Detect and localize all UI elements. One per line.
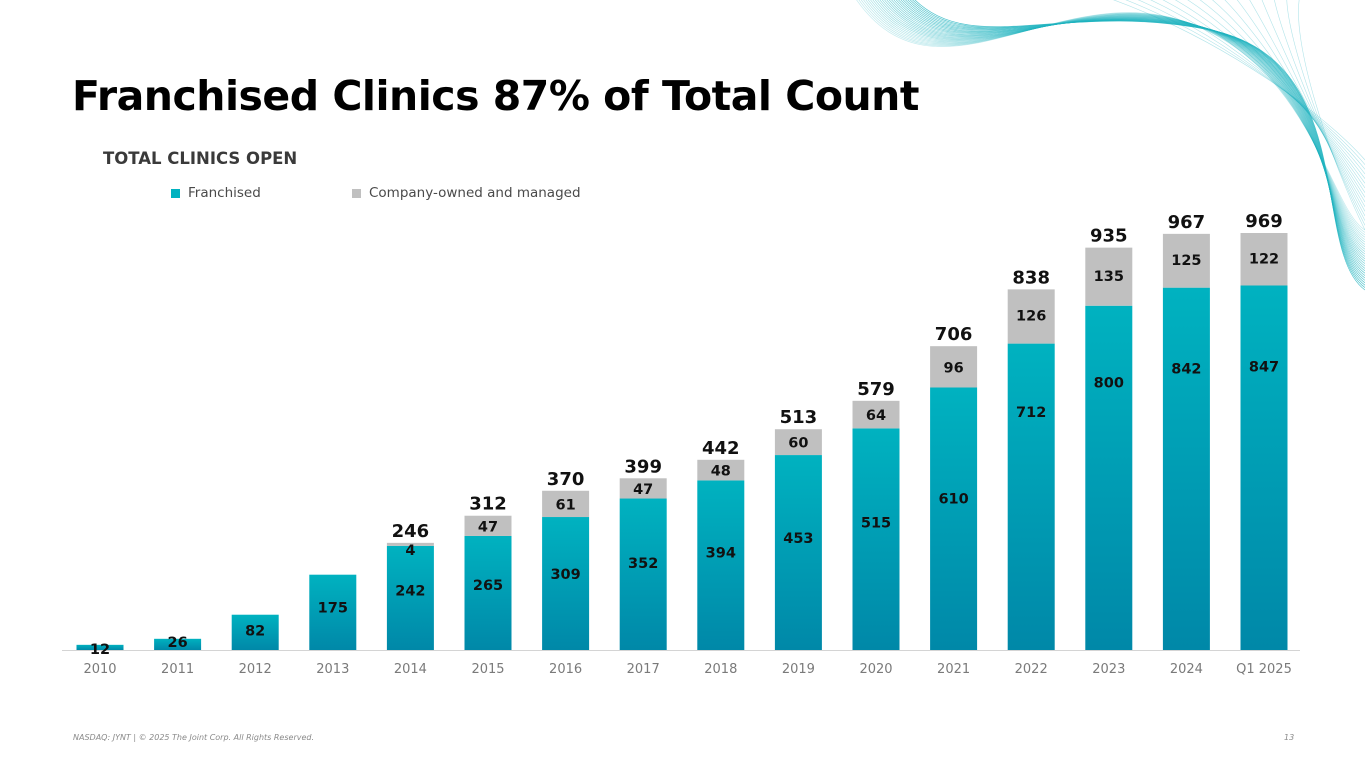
data-label-franchised: 394 [706, 546, 736, 562]
bar-company-owned-2016 [542, 490, 590, 518]
bar-franchised-2018 [697, 480, 745, 650]
legend-label-company-owned: Company-owned and managed [369, 185, 581, 201]
bar-company-owned-2018 [697, 459, 745, 481]
data-label-total: 513 [780, 407, 818, 428]
data-label-company-owned: 4 [405, 543, 415, 559]
data-label-company-owned: 135 [1094, 269, 1124, 285]
x-tick-label: 2021 [937, 662, 970, 677]
chart-title: TOTAL CLINICS OPEN [103, 149, 298, 168]
data-label-total: 442 [702, 438, 740, 459]
bar-franchised-2020 [852, 428, 900, 650]
data-label-total: 312 [469, 494, 507, 515]
data-label-franchised: 82 [245, 624, 265, 640]
x-tick-label: 2023 [1092, 662, 1125, 677]
bar-franchised-q1-2025 [1240, 285, 1288, 650]
data-label-franchised: 842 [1171, 361, 1201, 377]
bar-company-owned-2022 [1007, 289, 1055, 344]
bar-franchised-2012 [231, 614, 279, 650]
data-label-franchised: 610 [938, 492, 968, 508]
bar-franchised-2010 [76, 644, 124, 650]
data-label-franchised: 352 [628, 556, 658, 572]
data-label-franchised: 712 [1016, 405, 1046, 421]
data-label-company-owned: 64 [866, 408, 886, 424]
bar-company-owned-2020 [852, 400, 900, 429]
legend-swatch-franchised [171, 188, 180, 198]
bar-franchised-2016 [542, 517, 590, 650]
bar-franchised-2015 [464, 535, 512, 650]
data-label-franchised: 265 [473, 578, 503, 594]
x-tick-label: 2017 [627, 662, 660, 677]
x-tick-label: 2012 [239, 662, 272, 677]
data-label-total: 935 [1090, 226, 1128, 247]
bar-company-owned-2017 [619, 478, 667, 499]
legend-item-franchised: Franchised [171, 185, 261, 201]
x-tick-label: 2018 [704, 662, 737, 677]
bar-franchised-2021 [930, 387, 978, 650]
x-tick-label: 2011 [161, 662, 194, 677]
x-tick-label: 2020 [859, 662, 892, 677]
bar-company-owned-2019 [774, 429, 822, 456]
data-label-company-owned: 122 [1249, 251, 1279, 267]
data-label-company-owned: 126 [1016, 309, 1046, 325]
x-tick-label: 2024 [1170, 662, 1203, 677]
data-label-total: 706 [935, 324, 973, 345]
data-label-franchised: 175 [318, 600, 348, 616]
data-label-company-owned: 96 [944, 360, 964, 376]
data-label-total: 838 [1012, 267, 1050, 288]
data-label-total: 370 [547, 469, 585, 490]
x-tick-label: 2010 [83, 662, 116, 677]
data-label-total: 399 [624, 456, 662, 477]
data-label-total: 969 [1245, 211, 1283, 232]
bar-franchised-2011 [154, 638, 202, 650]
bar-company-owned-q1-2025 [1240, 233, 1288, 286]
data-label-franchised: 242 [395, 584, 425, 600]
x-tick-label: 2014 [394, 662, 427, 677]
x-tick-label: 2015 [471, 662, 504, 677]
slide-title: Franchised Clinics 87% of Total Count [72, 72, 919, 120]
bar-franchised-2023 [1085, 305, 1133, 650]
bar-franchised-2022 [1007, 343, 1055, 650]
bar-franchised-2019 [774, 455, 822, 650]
data-label-company-owned: 48 [711, 464, 731, 480]
x-tick-label: 2022 [1015, 662, 1048, 677]
x-tick-label: 2016 [549, 662, 582, 677]
bar-franchised-2017 [619, 498, 667, 650]
page-number: 13 [1284, 733, 1295, 742]
data-label-franchised: 515 [861, 515, 891, 531]
footer-copyright: NASDAQ: JYNT | © 2025 The Joint Corp. Al… [73, 733, 315, 742]
chart-legend: Franchised Company-owned and managed [0, 185, 1365, 205]
bar-franchised-2014 [386, 545, 434, 650]
data-label-franchised: 453 [783, 531, 813, 547]
data-label-company-owned: 61 [556, 497, 576, 513]
data-label-franchised: 800 [1094, 375, 1124, 391]
legend-label-franchised: Franchised [188, 185, 261, 201]
data-label-company-owned: 125 [1171, 253, 1201, 269]
data-label-franchised: 12 [90, 642, 110, 658]
x-tick-label: 2019 [782, 662, 815, 677]
data-label-franchised: 26 [168, 635, 188, 651]
bar-franchised-2013 [309, 574, 357, 650]
legend-item-company-owned: Company-owned and managed [352, 185, 581, 201]
data-label-franchised: 847 [1249, 360, 1279, 376]
x-tick-label: Q1 2025 [1236, 662, 1292, 677]
data-label-company-owned: 60 [788, 436, 808, 452]
bar-franchised-2024 [1162, 287, 1210, 650]
data-label-total: 246 [392, 521, 430, 542]
data-label-franchised: 309 [550, 567, 580, 583]
bar-company-owned-2021 [930, 346, 978, 388]
data-label-company-owned: 47 [478, 519, 498, 535]
bar-company-owned-2024 [1162, 233, 1210, 288]
legend-swatch-company-owned [352, 188, 361, 198]
bar-company-owned-2014 [386, 542, 434, 546]
bar-company-owned-2023 [1085, 247, 1133, 306]
data-label-total: 579 [857, 379, 895, 400]
data-label-total: 967 [1168, 212, 1206, 233]
bar-company-owned-2015 [464, 515, 512, 536]
x-tick-label: 2013 [316, 662, 349, 677]
data-label-company-owned: 47 [633, 482, 653, 498]
